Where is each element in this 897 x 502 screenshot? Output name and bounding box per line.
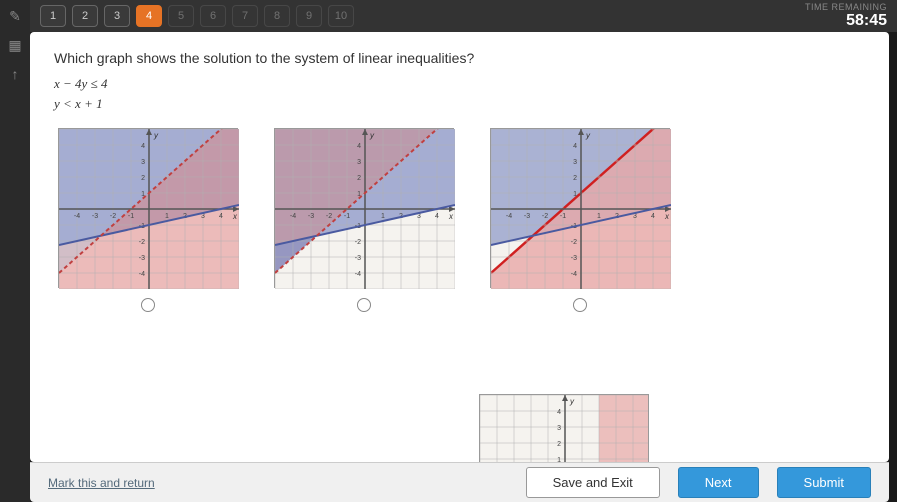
save-exit-button[interactable]: Save and Exit bbox=[526, 467, 660, 498]
svg-text:-1: -1 bbox=[560, 213, 566, 220]
svg-text:2: 2 bbox=[573, 175, 577, 182]
svg-text:3: 3 bbox=[357, 159, 361, 166]
svg-text:3: 3 bbox=[141, 159, 145, 166]
graph-2: -4-3-2-11234-4-3-2-11234xy bbox=[274, 128, 454, 288]
svg-text:-2: -2 bbox=[571, 239, 577, 246]
tab-9: 9 bbox=[296, 5, 322, 27]
next-button[interactable]: Next bbox=[678, 467, 759, 498]
footer: Mark this and return Save and Exit Next … bbox=[30, 462, 889, 502]
tab-7: 7 bbox=[232, 5, 258, 27]
mark-return-link[interactable]: Mark this and return bbox=[48, 476, 155, 490]
svg-text:3: 3 bbox=[573, 159, 577, 166]
graph-3: -4-3-2-11234-4-3-2-11234xy bbox=[490, 128, 670, 288]
svg-text:-4: -4 bbox=[290, 213, 296, 220]
graph-1: -4-3-2-11234-4-3-2-11234xy bbox=[58, 128, 238, 288]
svg-text:-2: -2 bbox=[139, 239, 145, 246]
pencil-icon[interactable]: ✎ bbox=[9, 8, 21, 25]
svg-text:4: 4 bbox=[557, 409, 561, 416]
submit-button[interactable]: Submit bbox=[777, 467, 871, 498]
svg-text:-3: -3 bbox=[571, 255, 577, 262]
tab-5: 5 bbox=[168, 5, 194, 27]
svg-text:4: 4 bbox=[573, 143, 577, 150]
svg-text:-4: -4 bbox=[355, 271, 361, 278]
footer-buttons: Save and Exit Next Submit bbox=[526, 467, 871, 498]
radio-3[interactable] bbox=[573, 298, 587, 312]
svg-text:-4: -4 bbox=[571, 271, 577, 278]
tab-2[interactable]: 2 bbox=[72, 5, 98, 27]
svg-text:-3: -3 bbox=[524, 213, 530, 220]
svg-text:1: 1 bbox=[381, 213, 385, 220]
up-arrow-icon[interactable]: ↑ bbox=[12, 66, 19, 82]
svg-text:-2: -2 bbox=[542, 213, 548, 220]
sidebar: ✎ ▦ ↑ bbox=[0, 0, 30, 502]
svg-text:-3: -3 bbox=[92, 213, 98, 220]
svg-text:-4: -4 bbox=[506, 213, 512, 220]
svg-text:2: 2 bbox=[357, 175, 361, 182]
svg-text:-2: -2 bbox=[355, 239, 361, 246]
svg-text:3: 3 bbox=[557, 425, 561, 432]
svg-text:-4: -4 bbox=[74, 213, 80, 220]
graph-options: -4-3-2-11234-4-3-2-11234xy -4-3-2-11234-… bbox=[54, 128, 865, 312]
svg-text:1: 1 bbox=[165, 213, 169, 220]
grid-icon[interactable]: ▦ bbox=[8, 37, 21, 54]
graph-option-3: -4-3-2-11234-4-3-2-11234xy bbox=[490, 128, 670, 312]
svg-text:2: 2 bbox=[141, 175, 145, 182]
svg-text:2: 2 bbox=[557, 441, 561, 448]
radio-1[interactable] bbox=[141, 298, 155, 312]
svg-text:4: 4 bbox=[357, 143, 361, 150]
timer-label: TIME REMAINING bbox=[805, 2, 887, 12]
question-prompt: Which graph shows the solution to the sy… bbox=[54, 50, 865, 66]
svg-text:-1: -1 bbox=[128, 213, 134, 220]
graph-4-partial: -4-3-2-11234-4-3-2-11234xy bbox=[479, 394, 649, 462]
svg-text:4: 4 bbox=[435, 213, 439, 220]
svg-text:1: 1 bbox=[597, 213, 601, 220]
timer-value: 58:45 bbox=[805, 12, 887, 30]
svg-text:-3: -3 bbox=[355, 255, 361, 262]
svg-text:-3: -3 bbox=[139, 255, 145, 262]
header: 123456789 10 TIME REMAINING 58:45 bbox=[30, 0, 897, 32]
content-area: Which graph shows the solution to the sy… bbox=[30, 32, 889, 462]
tab-4[interactable]: 4 bbox=[136, 5, 162, 27]
tab-10: 10 bbox=[328, 5, 354, 27]
equation-2: y < x + 1 bbox=[54, 96, 865, 112]
svg-text:-2: -2 bbox=[110, 213, 116, 220]
graph-option-2: -4-3-2-11234-4-3-2-11234xy bbox=[274, 128, 454, 312]
svg-text:4: 4 bbox=[141, 143, 145, 150]
tab-8: 8 bbox=[264, 5, 290, 27]
question-tabs: 123456789 10 bbox=[40, 5, 354, 27]
tab-3[interactable]: 3 bbox=[104, 5, 130, 27]
svg-text:4: 4 bbox=[219, 213, 223, 220]
graph-option-1: -4-3-2-11234-4-3-2-11234xy bbox=[58, 128, 238, 312]
svg-text:-3: -3 bbox=[308, 213, 314, 220]
svg-text:4: 4 bbox=[651, 213, 655, 220]
equation-1: x − 4y ≤ 4 bbox=[54, 76, 865, 92]
svg-text:-4: -4 bbox=[139, 271, 145, 278]
radio-2[interactable] bbox=[357, 298, 371, 312]
timer: TIME REMAINING 58:45 bbox=[805, 2, 887, 30]
svg-text:1: 1 bbox=[573, 191, 577, 198]
svg-text:-1: -1 bbox=[344, 213, 350, 220]
svg-text:-2: -2 bbox=[326, 213, 332, 220]
tab-1[interactable]: 1 bbox=[40, 5, 66, 27]
tab-6: 6 bbox=[200, 5, 226, 27]
